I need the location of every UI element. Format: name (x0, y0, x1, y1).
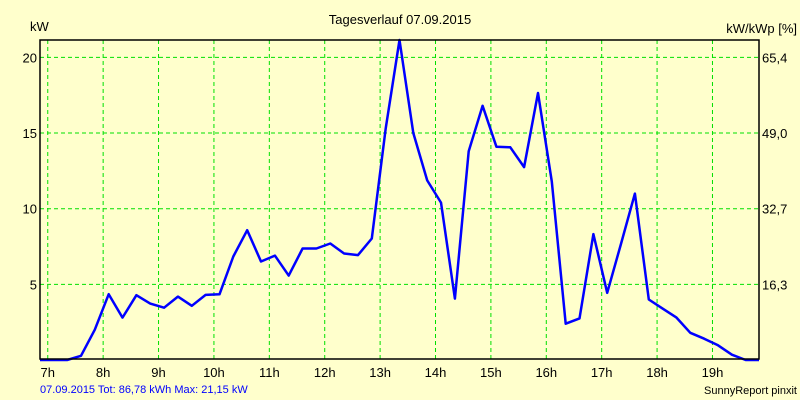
x-tick-label: 19h (702, 365, 724, 380)
x-tick-label: 14h (425, 365, 447, 380)
x-tick-label: 10h (203, 365, 225, 380)
plot-background (40, 40, 759, 359)
x-tick-label: 8h (96, 365, 110, 380)
plot-frame (39, 39, 760, 360)
x-tick-label: 9h (151, 365, 165, 380)
y-tick-label-left: 10 (23, 202, 37, 217)
x-tick-label: 18h (646, 365, 668, 380)
x-tick-label: 15h (480, 365, 502, 380)
footer-credit: SunnyReport pinxit (704, 385, 797, 397)
chart-title: Tagesverlauf 07.09.2015 (329, 12, 471, 27)
y-tick-label-left: 20 (23, 50, 37, 65)
y-axis-label-right: kW/kWp [%] (726, 21, 797, 36)
x-tick-label: 17h (591, 365, 613, 380)
x-tick-label: 12h (314, 365, 336, 380)
y-tick-label-right: 65,4 (762, 50, 787, 65)
x-tick-label: 11h (259, 365, 280, 380)
y-axis-label-left: kW (30, 19, 50, 34)
footer-summary: 07.09.2015 Tot: 86,78 kWh Max: 21,15 kW (40, 384, 248, 396)
tick-labels: 7h 8h 9h 10h 11h 12h 13h 14h 15h 16h 17h 18h 19h 5 16,… (23, 50, 788, 380)
grid (40, 40, 759, 359)
y-tick-label-left: 15 (23, 126, 37, 141)
x-tick-label: 7h (41, 365, 55, 380)
x-tick-label: 16h (535, 365, 557, 380)
x-tick-label: 13h (369, 365, 391, 380)
y-tick-label-right: 16,3 (762, 277, 787, 292)
y-tick-label-right: 49,0 (762, 126, 787, 141)
y-tick-label-right: 32,7 (762, 202, 787, 217)
y-tick-label-left: 5 (30, 277, 37, 292)
